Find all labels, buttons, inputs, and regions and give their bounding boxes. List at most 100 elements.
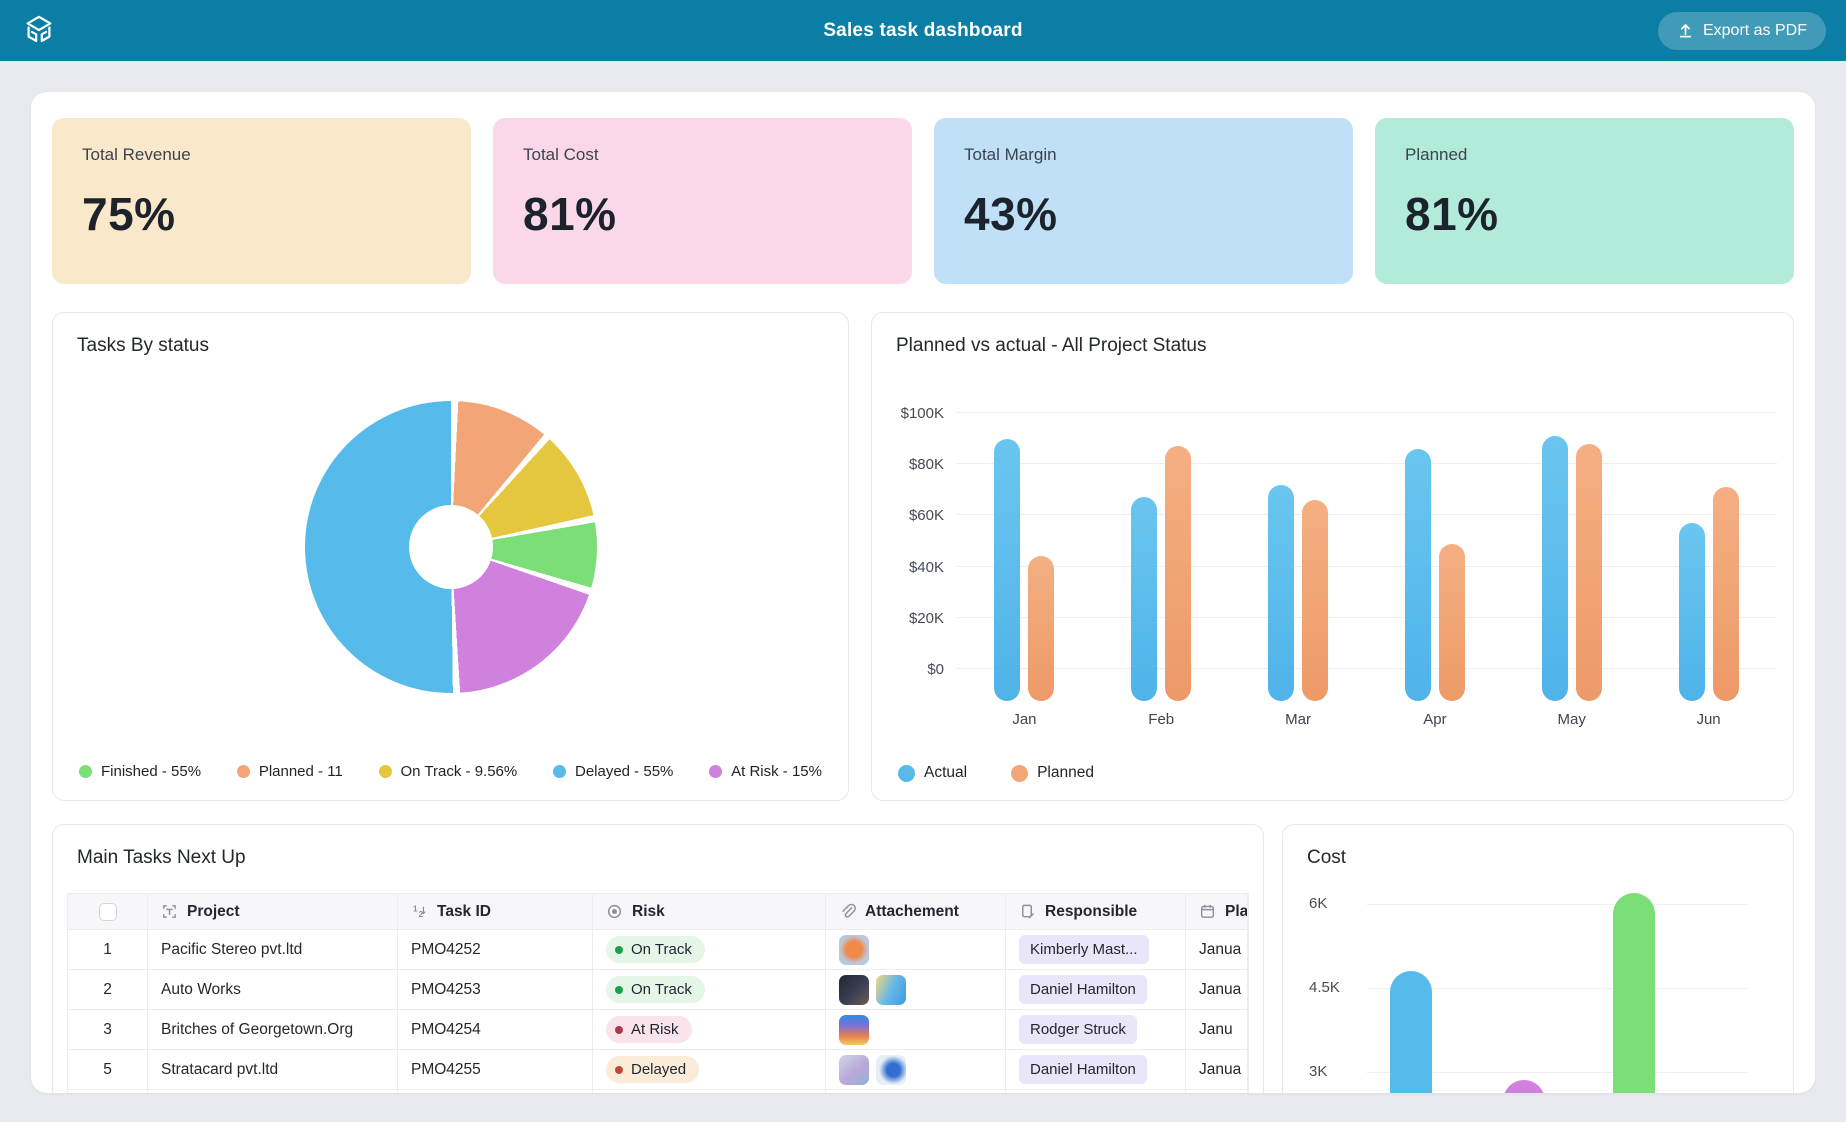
column-header-project[interactable]: Project [148,894,398,930]
select-all-checkbox[interactable] [98,902,117,921]
legend-item: Delayed - 55% [552,763,673,780]
column-header-task-id[interactable]: 1 2 Task ID [398,894,593,930]
task-id-cell [398,1090,593,1093]
kpi-card-total-cost: Total Cost 81% [493,118,912,284]
x-axis-tick-label: Apr [1423,711,1447,728]
risk-dot-icon [615,945,623,954]
legend-item: On Track - 9.56% [378,763,517,780]
planned-cell: Janua [1186,1050,1248,1090]
risk-badge: On Track [606,936,705,963]
project-cell: Auto Works [148,970,398,1010]
cost-bar [1613,892,1655,1093]
donut-hole [408,505,493,589]
attachment-thumbnail[interactable] [839,1054,869,1085]
kpi-card-total-revenue: Total Revenue 75% [52,118,471,284]
risk-cell: At Risk [593,1010,826,1050]
attachment-thumbnail[interactable] [839,974,869,1005]
column-header-label: Attachement [865,902,959,920]
svg-text:1: 1 [413,904,418,914]
bar-chart-y-axis: $0 $20K $40K $60K $80K $100K [872,405,944,678]
risk-badge: On Track [606,976,705,1003]
cost-card: Cost 6K 4.5K 3K [1282,824,1794,1093]
responsible-doc-icon [1019,903,1036,920]
risk-cell: On Track [593,970,826,1010]
table-title: Main Tasks Next Up [77,847,246,868]
bar-group [1130,446,1192,701]
column-header-select [68,894,148,930]
tasks-table: Project 1 2 Task ID Risk Attachement Responsib… [67,893,1249,1093]
gridline [1367,988,1747,989]
legend-dot-icon [236,765,250,778]
legend-item: Planned - 11 [236,763,343,780]
legend-item: At Risk - 15% [709,763,822,780]
y-axis-tick-label: $100K [900,405,944,422]
x-axis-tick-label: Feb [1148,711,1175,728]
legend-label: Finished - 55% [101,763,202,780]
planned-bar-feb [1165,446,1192,701]
cost-bar [1503,1080,1545,1093]
row-number-cell: 2 [68,970,148,1010]
table-row[interactable]: 2 Auto Works PMO4253 On Track Daniel Hamilto… [68,970,1248,1010]
planned-vs-actual-bar-chart [956,412,1777,701]
column-header-responsible[interactable]: Responsible [1006,894,1186,930]
risk-label: Delayed [631,1061,687,1078]
attachment-thumbnail[interactable] [839,1014,869,1045]
kpi-row: Total Revenue 75% Total Cost 81% Total M… [52,118,1794,284]
table-row[interactable]: 3 Britches of Georgetown.Org PMO4254 At Ris… [68,1010,1248,1050]
responsible-badge: Rodger Struck [1019,1015,1137,1044]
column-header-plan[interactable]: Plan [1186,894,1248,930]
attachment-thumbnail[interactable] [876,1054,906,1085]
attachment-thumbnail[interactable] [839,934,869,965]
attachment-cell [826,1050,1006,1090]
bar-group [1541,436,1603,701]
row-number-cell: 1 [68,930,148,970]
planned-bar-mar [1302,500,1329,701]
actual-bar-jan [994,438,1021,701]
responsible-badge: Kimberly Mast... [1019,935,1149,964]
table-row[interactable]: 5 Stratacard pvt.ltd PMO4255 Delayed Daniel … [68,1050,1248,1090]
column-header-attachement[interactable]: Attachement [826,894,1006,930]
kpi-card-total-margin: Total Margin 43% [934,118,1353,284]
column-header-label: Project [187,902,240,920]
responsible-cell: Daniel Hamilton [1006,970,1186,1010]
main-tasks-card: Main Tasks Next Up Project 1 2 Task ID Risk A… [52,824,1264,1093]
table-row[interactable]: 1 Pacific Stereo pvt.ltd PMO4252 On Track Ki… [68,930,1248,970]
planned-cell: Janua [1186,930,1248,970]
kpi-label: Total Cost [523,145,599,164]
text-field-icon [161,903,178,920]
page-title: Sales task dashboard [823,19,1023,41]
gridline [956,463,1777,465]
risk-label: On Track [631,941,692,958]
tasks-by-status-card: Tasks By status Finished - 55% Planned - … [52,312,849,801]
export-pdf-button[interactable]: Export as PDF [1657,11,1826,50]
cost-bar-chart: 6K 4.5K 3K [1283,881,1793,1093]
calendar-icon [1199,903,1216,920]
gridline [956,616,1777,618]
y-axis-tick-label: $60K [908,507,944,525]
risk-badge: Delayed [606,1056,700,1083]
column-header-risk[interactable]: Risk [593,894,826,930]
y-axis-tick-label: $0 [927,661,944,678]
legend-item: Actual [898,764,967,782]
dashboard-container: Total Revenue 75% Total Cost 81% Total M… [31,92,1815,1093]
column-header-label: Responsible [1045,902,1138,920]
legend-label: Planned - 11 [258,763,343,780]
paperclip-icon [839,903,856,920]
svg-text:2: 2 [419,909,424,919]
table-row[interactable] [68,1090,1248,1093]
status-target-icon [606,903,623,920]
legend-dot-icon [79,765,92,778]
bar-chart-x-axis: Jan Feb Mar Apr May Jun [956,711,1777,728]
row-number-cell: 5 [68,1050,148,1090]
project-cell: Pacific Stereo pvt.ltd [148,930,398,970]
legend-dot-icon [552,765,566,778]
legend-label: Actual [924,764,968,781]
donut-legend: Finished - 55% Planned - 11 On Track - 9.5… [79,763,822,780]
responsible-cell [1006,1090,1186,1093]
kpi-value: 81% [1405,188,1499,240]
y-axis-tick-label: $80K [908,456,944,474]
attachment-thumbnail[interactable] [876,974,906,1005]
bar-groups [956,413,1777,701]
risk-badge: At Risk [606,1016,692,1043]
kpi-value: 43% [964,188,1058,240]
